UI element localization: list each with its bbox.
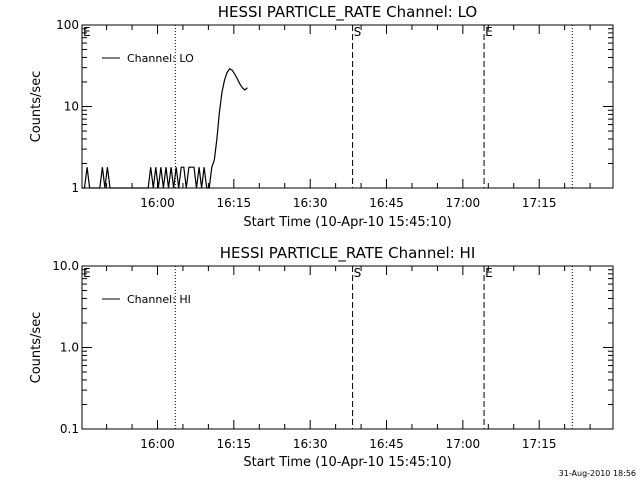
event-marker-label: S bbox=[354, 25, 362, 39]
x-tick-label: 16:00 bbox=[140, 196, 175, 210]
y-axis-label: Counts/sec bbox=[29, 312, 44, 384]
y-tick-label: 0.1 bbox=[60, 422, 79, 436]
event-marker-label: E bbox=[83, 25, 91, 39]
x-tick-label: 16:45 bbox=[369, 437, 404, 451]
series-line bbox=[82, 68, 248, 189]
x-tick-label: 16:15 bbox=[217, 437, 252, 451]
y-tick-label: 1.0 bbox=[60, 341, 79, 355]
x-tick-label: 17:00 bbox=[446, 196, 481, 210]
y-tick-label: 100 bbox=[56, 18, 79, 32]
y-axis-label: Counts/sec bbox=[29, 71, 44, 143]
plot-frame bbox=[81, 24, 614, 189]
x-tick-label: 16:30 bbox=[293, 196, 328, 210]
x-axis-label: Start Time (10-Apr-10 15:45:10) bbox=[243, 215, 451, 230]
y-tick-label: 10 bbox=[64, 100, 79, 114]
chart-title: HESSI PARTICLE_RATE Channel: LO bbox=[218, 3, 477, 22]
event-marker-label: E bbox=[485, 266, 493, 280]
event-marker-label: E bbox=[485, 25, 493, 39]
plot-frame bbox=[81, 265, 614, 430]
x-tick-label: 17:15 bbox=[522, 437, 557, 451]
x-tick-label: 17:15 bbox=[522, 196, 557, 210]
chart-title: HESSI PARTICLE_RATE Channel: HI bbox=[220, 244, 476, 263]
x-axis-label: Start Time (10-Apr-10 15:45:10) bbox=[243, 455, 451, 470]
legend-entry: Channel: HI bbox=[127, 293, 191, 306]
y-tick-label: 1 bbox=[71, 181, 79, 195]
plot-timestamp: 31-Aug-2010 18:56 bbox=[559, 469, 636, 478]
y-tick-label: 10.0 bbox=[52, 259, 79, 273]
x-tick-label: 17:00 bbox=[446, 437, 481, 451]
x-tick-label: 16:00 bbox=[140, 437, 175, 451]
event-marker-label: E bbox=[83, 266, 91, 280]
event-marker-label: S bbox=[354, 266, 362, 280]
legend-entry: Channel: LO bbox=[127, 52, 194, 65]
x-tick-label: 16:30 bbox=[293, 437, 328, 451]
x-tick-label: 16:45 bbox=[369, 196, 404, 210]
x-tick-label: 16:15 bbox=[217, 196, 252, 210]
